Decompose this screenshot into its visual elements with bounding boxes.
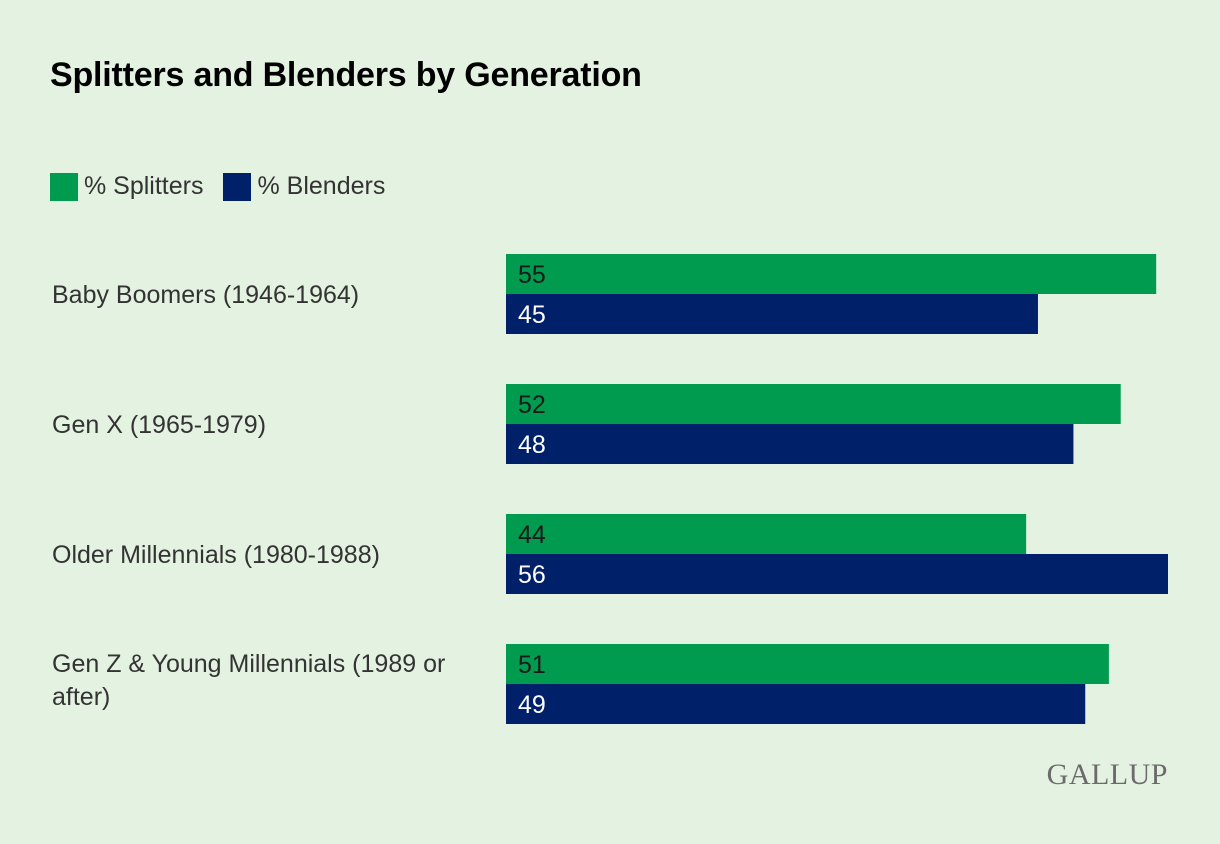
value-label-splitters-0: 55 xyxy=(518,261,546,289)
category-label-line: Gen X (1965-1979) xyxy=(52,411,266,439)
bar-blenders-0 xyxy=(506,294,1038,334)
category-label-2: Older Millennials (1980-1988) xyxy=(52,541,380,569)
legend-item-blenders: % Blenders xyxy=(223,172,385,201)
bar-splitters-0 xyxy=(506,254,1157,294)
value-label-blenders-3: 49 xyxy=(518,691,546,719)
category-label-3: Gen Z & Young Millennials (1989 or after) xyxy=(52,650,445,711)
value-label-blenders-1: 48 xyxy=(518,431,546,459)
gallup-logo: GALLUP xyxy=(1046,758,1168,791)
legend-swatch-splitters xyxy=(50,172,78,201)
category-label-line: after) xyxy=(52,683,110,711)
legend: % Splitters % Blenders xyxy=(50,172,405,201)
category-label-line: Baby Boomers (1946-1964) xyxy=(52,281,359,309)
category-label-0: Baby Boomers (1946-1964) xyxy=(52,281,359,309)
value-label-blenders-0: 45 xyxy=(518,301,546,329)
legend-item-splitters: % Splitters xyxy=(50,172,203,201)
bar-blenders-3 xyxy=(506,684,1086,724)
category-label-line: Older Millennials (1980-1988) xyxy=(52,541,380,569)
bar-splitters-1 xyxy=(506,384,1121,424)
bar-blenders-1 xyxy=(506,424,1074,464)
category-label-1: Gen X (1965-1979) xyxy=(52,411,266,439)
bar-splitters-3 xyxy=(506,644,1109,684)
legend-swatch-blenders xyxy=(223,172,252,201)
bar-blenders-2 xyxy=(506,554,1168,594)
value-label-splitters-1: 52 xyxy=(518,391,546,419)
value-label-splitters-3: 51 xyxy=(518,651,546,679)
chart-title: Splitters and Blenders by Generation xyxy=(50,56,642,94)
value-label-splitters-2: 44 xyxy=(518,521,546,549)
bar-splitters-2 xyxy=(506,514,1027,554)
value-label-blenders-2: 56 xyxy=(518,561,546,589)
category-label-line: Gen Z & Young Millennials (1989 or xyxy=(52,650,445,678)
legend-label-splitters: % Splitters xyxy=(84,172,204,200)
legend-label-blenders: % Blenders xyxy=(257,172,386,200)
